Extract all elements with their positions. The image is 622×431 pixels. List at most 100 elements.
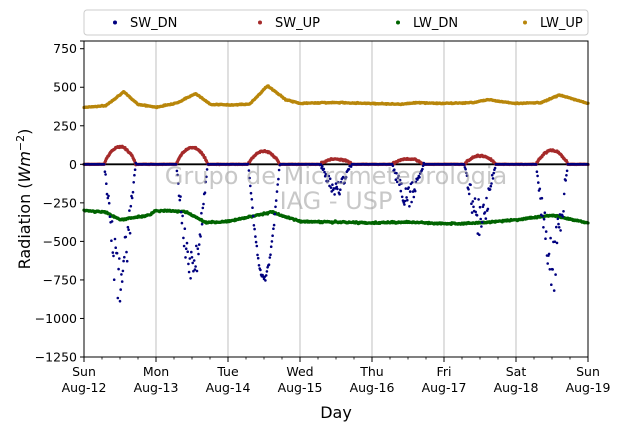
sw-dn-point [120,273,123,276]
legend-marker [258,20,262,25]
sw-dn-point [491,177,495,180]
series-layer [82,84,590,303]
sw-dn-point [272,223,276,227]
y-tick-label: −750 [43,272,77,287]
sw-dn-point [408,190,412,193]
x-tick-label-day: Tue [216,364,239,379]
sw-dn-point [110,220,114,223]
sw-dn-point [112,278,116,282]
legend-box [83,9,589,36]
sw-dn-point [391,164,395,168]
sw-dn-point [123,255,126,259]
legend-marker [523,20,527,25]
sw-dn-point [105,182,108,185]
sw-dn-point [125,250,128,254]
sw-dn-point [246,162,250,166]
sw-dn-point [114,246,117,249]
sw-dn-point [183,227,187,230]
sw-dn-point [557,222,560,226]
sw-dn-point [488,188,492,191]
sw-dn-point [405,196,408,199]
watermark-line-2: IAG - USP [280,187,393,215]
sw-dn-point [131,190,135,194]
sw-dn-point [551,268,554,271]
sw-dn-point [187,270,191,274]
sw-dn-point [259,268,262,272]
y-tick-label: 500 [53,80,77,95]
sw-dn-point [336,187,339,191]
sw-dn-point [406,198,409,202]
sw-dn-point [251,206,254,209]
sw-dn-point [341,175,345,179]
sw-dn-point [396,176,400,180]
sw-dn-point [493,166,497,170]
sw-dn-point [534,163,538,166]
sw-dn-point [256,253,259,257]
sw-dn-point [467,192,471,196]
sw-dn-point [465,171,468,175]
y-axis-title-close: ) [15,129,34,135]
sw-dn-point [322,167,326,171]
sw-dn-point [199,235,202,238]
sw-dn-point [112,254,115,258]
grid-lines [155,41,517,357]
sw-dn-point [107,201,111,205]
sw-dn-point [403,199,407,203]
sw-dn-point [257,264,261,267]
sw-dn-point [195,244,198,248]
sw-dn-point [347,168,351,171]
sw-dn-point [175,169,179,173]
sw-dn-point [477,198,480,201]
sw-dn-point [334,182,338,185]
sw-dn-point [486,207,490,211]
sw-dn-point [565,174,568,177]
sw-dn-point [565,169,569,173]
sw-dn-point [190,255,194,259]
sw-dn-point [120,280,124,283]
sw-dn-point [181,214,184,218]
sw-dn-point [249,184,252,188]
sw-dn-point [483,211,487,214]
sw-dn-point [469,183,472,187]
sw-dn-point [482,203,485,207]
sw-dn-point [540,196,544,200]
legend-label: SW_DN [130,16,177,31]
sw-dn-point [267,263,271,267]
sw-dn-point [538,187,542,191]
sw-dn-point [550,283,553,287]
x-tick-label-day: Sun [576,364,600,379]
x-tick-label-date: Aug-16 [350,380,395,395]
y-tick-label: 250 [53,118,77,133]
sw-dn-point [467,188,470,191]
x-tick-label-date: Aug-17 [422,380,467,395]
sw-dn-point [253,227,256,231]
sw-dn-point [190,250,193,254]
sw-dn-point [475,214,479,217]
sw-dn-point [104,173,107,176]
sw-dn-point [338,192,341,196]
sw-dn-point [103,170,107,173]
sw-dn-point [470,211,474,214]
y-tick-label: 0 [69,157,77,172]
sw-dn-point [339,181,343,184]
sw-dn-point [403,203,406,206]
sw-dn-point [200,211,203,215]
x-tick-label-day: Wed [286,364,313,379]
sw-dn-point [543,211,547,214]
sw-dn-point [117,267,120,271]
sw-dn-point [125,259,129,263]
sw-dn-point [562,192,566,196]
x-tick-label-date: Aug-15 [278,380,323,395]
sw-dn-point [557,226,561,229]
sw-dn-point [552,289,556,292]
sw-dn-point [555,225,558,229]
sw-dn-point [197,252,200,256]
x-tick-label-day: Thu [359,364,383,379]
axes: 7505002500−250−500−750−1000−1250SunAug-1… [35,40,610,395]
sw-dn-point [548,268,552,271]
sw-dn-point [196,247,200,250]
y-tick-label: −1250 [35,350,77,365]
sw-dn-point [326,179,330,183]
sw-dn-point [411,190,415,193]
